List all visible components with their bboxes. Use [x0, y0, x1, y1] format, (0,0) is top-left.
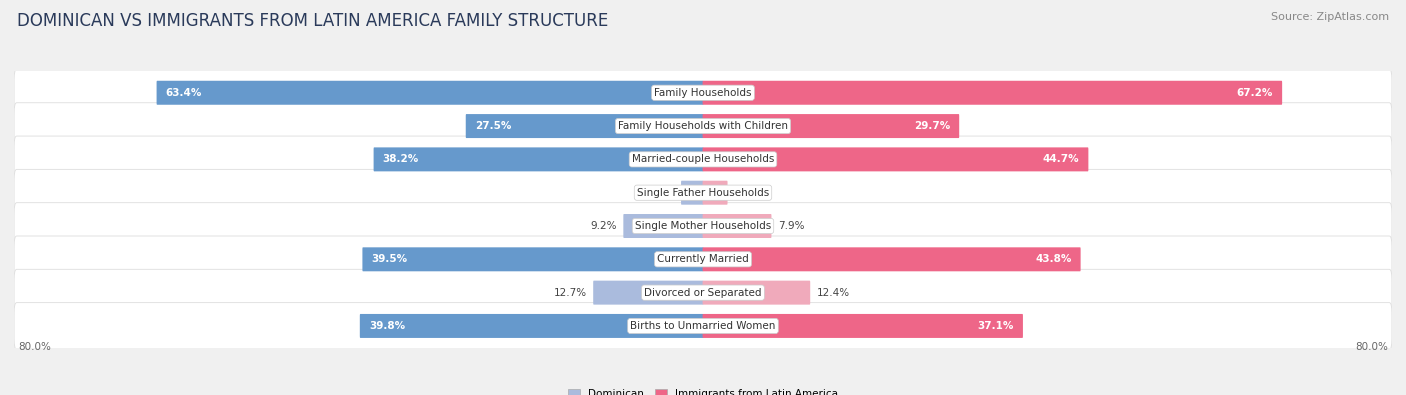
FancyBboxPatch shape	[14, 136, 1392, 183]
FancyBboxPatch shape	[14, 169, 1392, 216]
FancyBboxPatch shape	[703, 247, 1081, 271]
FancyBboxPatch shape	[703, 280, 810, 305]
FancyBboxPatch shape	[363, 247, 703, 271]
FancyBboxPatch shape	[14, 203, 1392, 249]
FancyBboxPatch shape	[156, 81, 703, 105]
FancyBboxPatch shape	[374, 147, 703, 171]
Text: Currently Married: Currently Married	[657, 254, 749, 264]
FancyBboxPatch shape	[14, 103, 1392, 149]
Text: Births to Unmarried Women: Births to Unmarried Women	[630, 321, 776, 331]
Text: Single Mother Households: Single Mother Households	[636, 221, 770, 231]
FancyBboxPatch shape	[593, 280, 703, 305]
FancyBboxPatch shape	[703, 81, 1282, 105]
Text: DOMINICAN VS IMMIGRANTS FROM LATIN AMERICA FAMILY STRUCTURE: DOMINICAN VS IMMIGRANTS FROM LATIN AMERI…	[17, 12, 609, 30]
FancyBboxPatch shape	[14, 236, 1392, 283]
Text: 80.0%: 80.0%	[1355, 342, 1388, 352]
Text: 29.7%: 29.7%	[914, 121, 950, 131]
FancyBboxPatch shape	[14, 70, 1392, 116]
FancyBboxPatch shape	[703, 214, 772, 238]
Text: 39.8%: 39.8%	[368, 321, 405, 331]
FancyBboxPatch shape	[703, 314, 1024, 338]
Text: 43.8%: 43.8%	[1035, 254, 1071, 264]
Text: Family Households: Family Households	[654, 88, 752, 98]
Text: 12.7%: 12.7%	[554, 288, 586, 298]
Text: Source: ZipAtlas.com: Source: ZipAtlas.com	[1271, 12, 1389, 22]
Text: Divorced or Separated: Divorced or Separated	[644, 288, 762, 298]
Text: 39.5%: 39.5%	[371, 254, 408, 264]
Text: Married-couple Households: Married-couple Households	[631, 154, 775, 164]
Text: 7.9%: 7.9%	[778, 221, 804, 231]
Text: Family Households with Children: Family Households with Children	[619, 121, 787, 131]
Text: 80.0%: 80.0%	[18, 342, 51, 352]
Text: 37.1%: 37.1%	[977, 321, 1014, 331]
Text: 27.5%: 27.5%	[475, 121, 512, 131]
Text: 2.5%: 2.5%	[648, 188, 675, 198]
Text: 12.4%: 12.4%	[817, 288, 849, 298]
Text: 9.2%: 9.2%	[591, 221, 617, 231]
FancyBboxPatch shape	[465, 114, 703, 138]
FancyBboxPatch shape	[360, 314, 703, 338]
FancyBboxPatch shape	[623, 214, 703, 238]
Text: 67.2%: 67.2%	[1237, 88, 1272, 98]
Legend: Dominican, Immigrants from Latin America: Dominican, Immigrants from Latin America	[564, 385, 842, 395]
Text: 44.7%: 44.7%	[1043, 154, 1080, 164]
FancyBboxPatch shape	[681, 181, 703, 205]
Text: 2.8%: 2.8%	[734, 188, 761, 198]
Text: 63.4%: 63.4%	[166, 88, 202, 98]
Text: 38.2%: 38.2%	[382, 154, 419, 164]
FancyBboxPatch shape	[14, 269, 1392, 316]
FancyBboxPatch shape	[703, 181, 727, 205]
FancyBboxPatch shape	[14, 303, 1392, 349]
Text: Single Father Households: Single Father Households	[637, 188, 769, 198]
FancyBboxPatch shape	[703, 147, 1088, 171]
FancyBboxPatch shape	[703, 114, 959, 138]
